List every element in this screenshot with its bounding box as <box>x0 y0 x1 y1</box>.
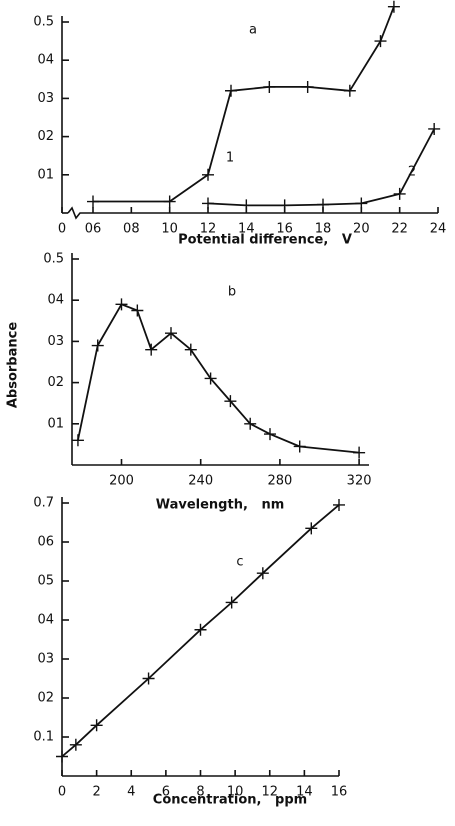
point-marker <box>163 195 176 208</box>
y-tick-label: 01 <box>47 416 64 431</box>
y-tick-label: 05 <box>37 574 54 589</box>
y-tick-label: 02 <box>37 129 54 144</box>
point-marker <box>145 343 158 356</box>
y-tick-label: 02 <box>47 375 64 390</box>
point-marker <box>131 304 144 317</box>
point-marker <box>333 498 345 511</box>
y-axis-label: Absorbance <box>6 322 21 408</box>
y-tick-label: 03 <box>37 91 54 106</box>
point-marker <box>317 198 329 211</box>
x-tick-label: 320 <box>347 474 372 489</box>
point-marker <box>165 327 177 340</box>
data-line <box>93 6 395 203</box>
point-marker <box>278 199 291 212</box>
panel-label: b <box>228 285 236 300</box>
point-marker <box>87 195 99 208</box>
x-tick-label: 240 <box>188 474 213 489</box>
point-marker <box>264 428 276 441</box>
point-marker <box>393 187 406 200</box>
x-tick-label: 10 <box>161 222 178 237</box>
x-axis-label: Potential difference, V <box>178 233 352 248</box>
point-marker <box>194 623 207 636</box>
x-tick-label: 10 <box>227 785 244 800</box>
y-tick-label: 06 <box>37 535 54 550</box>
axis-break <box>67 206 438 220</box>
point-marker <box>69 738 82 751</box>
point-marker <box>202 168 214 181</box>
x-axis-label: Wavelength, nm <box>156 498 285 513</box>
y-tick-label: 03 <box>47 334 64 349</box>
x-tick-label: 0 <box>58 222 66 237</box>
x-tick-label: 14 <box>296 785 313 800</box>
point-marker <box>240 199 253 212</box>
x-tick-label: 6 <box>162 785 170 800</box>
point-marker <box>90 719 103 732</box>
point-marker <box>293 440 306 453</box>
point-marker <box>387 0 400 13</box>
x-tick-label: 18 <box>315 222 332 237</box>
point-marker <box>202 197 214 210</box>
curve-label: 1 <box>226 151 234 166</box>
point-marker <box>428 122 441 135</box>
y-tick-label: 04 <box>47 293 64 308</box>
point-marker <box>142 672 155 685</box>
point-marker <box>184 343 197 356</box>
point-marker <box>225 596 238 609</box>
x-tick-label: 06 <box>85 222 102 237</box>
x-tick-label: 8 <box>196 785 204 800</box>
point-marker <box>56 750 68 763</box>
point-marker <box>343 84 356 97</box>
y-tick-label: 0.5 <box>43 252 64 267</box>
point-marker <box>355 197 368 210</box>
x-tick-label: 22 <box>391 222 408 237</box>
point-marker <box>115 298 128 311</box>
x-tick-label: 4 <box>127 785 135 800</box>
panel-label: a <box>249 23 257 38</box>
x-tick-label: 24 <box>430 222 447 237</box>
point-marker <box>301 80 314 93</box>
point-marker <box>224 395 237 408</box>
y-tick-label: 01 <box>37 167 54 182</box>
point-marker <box>263 80 276 93</box>
point-marker <box>204 372 217 385</box>
point-marker <box>244 417 257 430</box>
x-tick-label: 16 <box>276 222 293 237</box>
y-tick-label: 0.7 <box>33 496 54 511</box>
point-marker <box>225 84 237 97</box>
point-marker <box>353 446 366 459</box>
x-tick-label: 280 <box>267 474 292 489</box>
point-marker <box>256 567 269 580</box>
x-axis-label: Concentration, ppm <box>153 793 307 808</box>
x-tick-label: 16 <box>331 785 348 800</box>
x-tick-label: 12 <box>200 222 217 237</box>
y-tick-label: 0.1 <box>33 730 54 745</box>
point-marker <box>374 35 387 48</box>
y-tick-label: 04 <box>37 53 54 68</box>
panel-label: c <box>236 555 243 570</box>
point-marker <box>71 434 84 447</box>
x-tick-label: 0 <box>58 785 66 800</box>
point-marker <box>91 339 104 352</box>
x-tick-label: 200 <box>109 474 134 489</box>
x-tick-label: 14 <box>238 222 255 237</box>
data-line <box>77 303 360 454</box>
y-tick-label: 04 <box>37 613 54 628</box>
x-tick-label: 20 <box>353 222 370 237</box>
curve-label: 2 <box>408 165 416 180</box>
y-tick-label: 0.5 <box>33 15 54 30</box>
x-tick-label: 08 <box>123 222 140 237</box>
x-tick-label: 12 <box>261 785 278 800</box>
y-tick-label: 02 <box>37 691 54 706</box>
y-tick-label: 03 <box>37 652 54 667</box>
point-marker <box>305 522 318 535</box>
x-tick-label: 2 <box>92 785 100 800</box>
